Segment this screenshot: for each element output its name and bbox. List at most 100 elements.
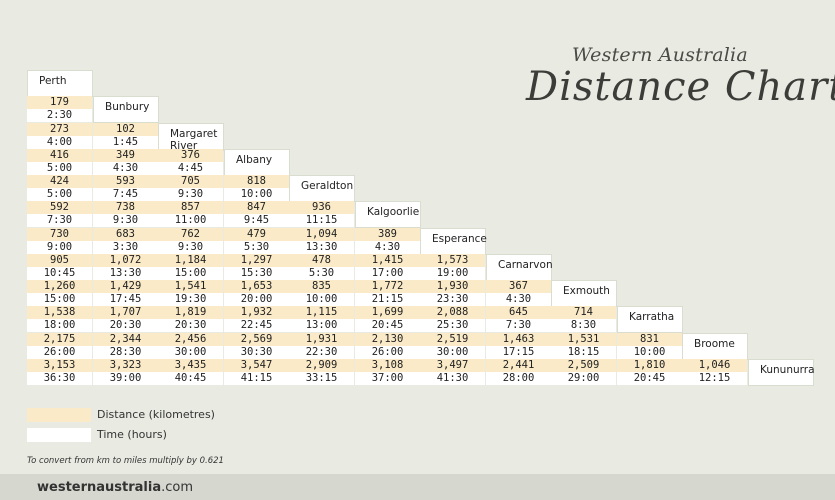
distance-cell: 2,130 [355, 333, 420, 346]
time-cell: 41:15 [224, 372, 289, 385]
time-cell: 28:00 [486, 372, 551, 385]
distance-cell: 1,184 [158, 254, 223, 267]
distance-cell: 3,497 [420, 359, 485, 372]
distance-cell: 1,046 [682, 359, 747, 372]
town-broome: Broome [682, 333, 748, 360]
time-cell: 5:00 [27, 162, 92, 175]
time-cell: 39:00 [93, 372, 158, 385]
town-bunbury: Bunbury [93, 96, 159, 123]
distance-cell: 424 [27, 175, 92, 188]
distance-cell: 1,115 [289, 306, 354, 319]
footer: westernaustralia.com [0, 474, 835, 500]
distance-cell: 2,175 [27, 333, 92, 346]
distance-cell: 376 [158, 149, 223, 162]
distance-cell: 3,547 [224, 359, 289, 372]
time-cell: 5:00 [27, 188, 92, 201]
town-esperance: Esperance [420, 228, 487, 255]
time-cell: 17:45 [93, 293, 158, 306]
time-cell: 36:30 [27, 372, 92, 385]
time-cell: 20:45 [355, 319, 420, 332]
distance-cell: 1,094 [289, 228, 354, 241]
distance-cell: 1,699 [355, 306, 420, 319]
conversion-note: To convert from km to miles multiply by … [27, 456, 224, 466]
time-cell: 13:30 [93, 267, 158, 280]
distance-cell: 2,441 [486, 359, 551, 372]
town-perth: Perth [27, 70, 93, 97]
distance-cell: 1,260 [27, 280, 92, 293]
town-karratha: Karratha [617, 306, 683, 333]
distance-cell: 102 [93, 123, 158, 136]
distance-cell: 2,519 [420, 333, 485, 346]
distance-cell: 1,573 [420, 254, 485, 267]
distance-cell: 593 [93, 175, 158, 188]
time-cell: 33:15 [289, 372, 354, 385]
distance-cell: 3,323 [93, 359, 158, 372]
distance-cell: 705 [158, 175, 223, 188]
time-cell: 30:00 [420, 346, 485, 359]
distance-cell: 1,429 [93, 280, 158, 293]
time-cell: 41:30 [420, 372, 485, 385]
distance-cell: 2,344 [93, 333, 158, 346]
distance-cell: 3,153 [27, 359, 92, 372]
distance-cell: 2,509 [551, 359, 616, 372]
town-kununurra: Kununurra [748, 359, 815, 386]
distance-cell: 730 [27, 228, 92, 241]
time-cell: 26:00 [27, 346, 92, 359]
distance-cell: 905 [27, 254, 92, 267]
time-cell: 19:30 [158, 293, 223, 306]
distance-cell: 835 [289, 280, 354, 293]
time-cell: 28:30 [93, 346, 158, 359]
footer-link[interactable]: westernaustralia.com [37, 480, 193, 495]
distance-cell: 367 [486, 280, 551, 293]
time-cell: 15:00 [158, 267, 223, 280]
time-cell: 11:15 [289, 214, 354, 227]
time-cell: 19:00 [420, 267, 485, 280]
title-big: Distance Chart [526, 64, 835, 110]
town-carnarvon: Carnarvon [486, 254, 553, 281]
distance-cell: 1,819 [158, 306, 223, 319]
time-cell: 15:00 [27, 293, 92, 306]
footer-rest: .com [161, 480, 194, 495]
time-cell: 9:30 [158, 241, 223, 254]
time-cell: 10:45 [27, 267, 92, 280]
time-cell: 10:00 [289, 293, 354, 306]
distance-cell: 2,569 [224, 333, 289, 346]
title-small: Western Australia [572, 44, 748, 66]
distance-grid: Perth Bunbury 179 2:30 Margaret River 273 4:00… [27, 70, 815, 386]
time-cell: 17:15 [486, 346, 551, 359]
time-cell: 12:15 [682, 372, 747, 385]
legend-distance-label: Distance (kilometres) [97, 408, 215, 421]
distance-cell: 762 [158, 228, 223, 241]
distance-cell: 1,072 [93, 254, 158, 267]
time-cell: 10:00 [617, 346, 682, 359]
distance-cell: 1,297 [224, 254, 289, 267]
time-cell: 30:00 [158, 346, 223, 359]
time-cell: 10:00 [224, 188, 289, 201]
distance-cell: 1,538 [27, 306, 92, 319]
footer-bold: westernaustralia [37, 480, 162, 495]
time-cell: 22:30 [289, 346, 354, 359]
time-cell: 20:45 [617, 372, 682, 385]
distance-cell: 3,435 [158, 359, 223, 372]
town-margaret-river: Margaret River [158, 123, 224, 152]
time-cell: 13:30 [289, 241, 354, 254]
distance-cell: 936 [289, 201, 354, 214]
town-geraldton: Geraldton [289, 175, 355, 202]
time-cell: 4:30 [355, 241, 420, 254]
distance-cell: 714 [551, 306, 616, 319]
distance-cell: 2,909 [289, 359, 354, 372]
time-cell: 21:15 [355, 293, 420, 306]
time-cell: 29:00 [551, 372, 616, 385]
time-cell: 18:00 [27, 319, 92, 332]
time-cell: 3:30 [93, 241, 158, 254]
time-cell: 26:00 [355, 346, 420, 359]
time-cell: 5:30 [289, 267, 354, 280]
distance-cell: 1,932 [224, 306, 289, 319]
time-cell: 37:00 [355, 372, 420, 385]
distance-cell: 645 [486, 306, 551, 319]
time-cell: 20:30 [93, 319, 158, 332]
distance-cell: 1,415 [355, 254, 420, 267]
distance-cell: 1,772 [355, 280, 420, 293]
distance-cell: 683 [93, 228, 158, 241]
time-cell: 4:45 [158, 162, 223, 175]
